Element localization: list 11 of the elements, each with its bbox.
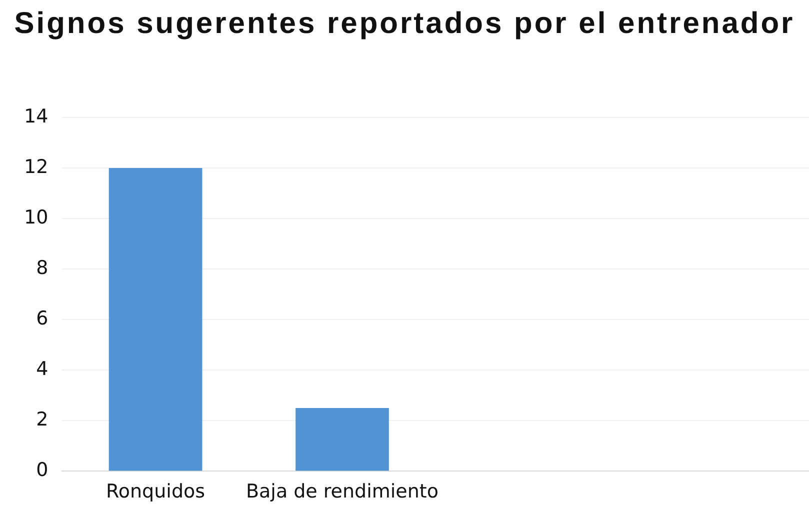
y-tick-label: 0	[36, 459, 48, 482]
x-tick-label: Ronquidos	[106, 480, 206, 503]
y-tick-label: 10	[24, 206, 48, 228]
y-tick-label: 6	[36, 308, 48, 330]
y-tick-label: 4	[36, 358, 48, 380]
y-tick-label: 12	[24, 156, 48, 178]
x-tick-label: Baja de rendimiento	[246, 480, 438, 503]
y-tick-label: 8	[36, 256, 48, 279]
chart-title: Signos sugerentes reportados por el entrenador	[13, 6, 796, 42]
y-tick-label: 14	[24, 105, 48, 128]
y-tick-label: 2	[36, 408, 48, 431]
